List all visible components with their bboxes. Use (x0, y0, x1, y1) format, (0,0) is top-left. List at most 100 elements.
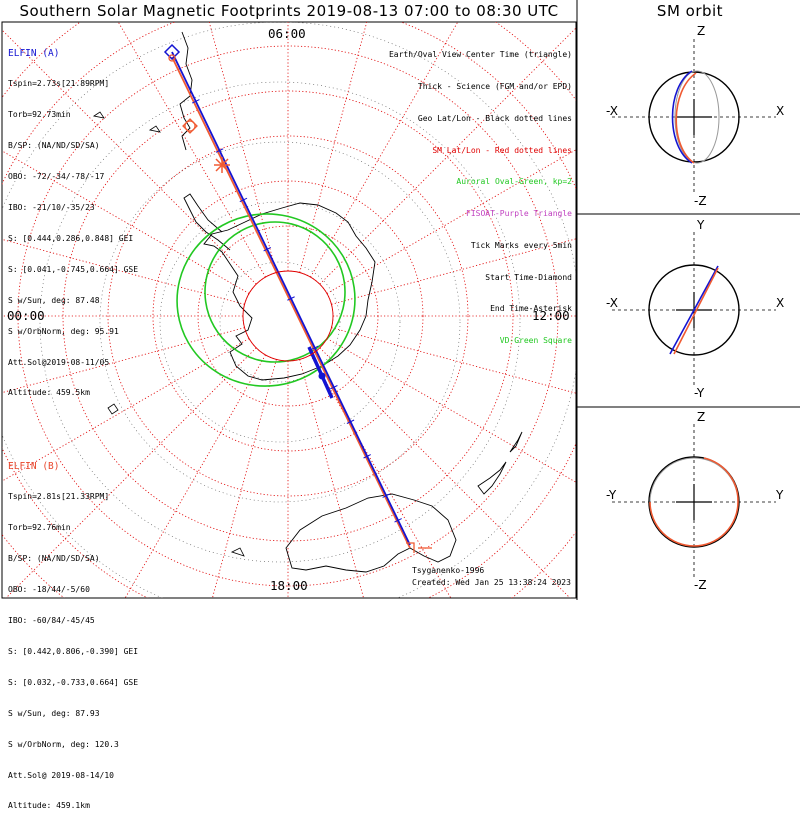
elfin-b-track (171, 56, 411, 549)
sm-longitude-lines (2, 22, 576, 598)
legend-item: Tick Marks every 5min (470, 240, 572, 250)
track-tick (394, 518, 402, 523)
elfin-b-line: Altitude: 459.1km (8, 801, 90, 811)
islands (92, 111, 245, 557)
legend-item: Auroral Oval-Green, kp=2 (456, 177, 572, 187)
track-tick (310, 345, 319, 350)
elfin-b-fisoat-diamond (182, 118, 198, 134)
geo-latitude-circles (2, 22, 576, 598)
orbit-panel-title: SM orbit (656, 2, 724, 20)
elfin-b-start-marker (168, 54, 176, 62)
track-ticks (191, 99, 402, 523)
orbit-panel-2 (612, 232, 776, 388)
elfin-b-line: S: [0.032,-0.733,0.664] GSE (8, 677, 139, 687)
elfin-a-line: S: [0.041,-0.745,0.664] GSE (8, 264, 139, 274)
elfin-a-line: Altitude: 459.5km (8, 388, 90, 398)
track-tick (263, 247, 272, 252)
orbit3-label-bottom: -Z (694, 578, 707, 592)
elfin-b-orbit (673, 267, 719, 355)
track-end-markers (406, 542, 432, 553)
geo-lat-circle (219, 261, 341, 383)
sm-lat-circle (242, 270, 334, 362)
auroral-oval-outer (176, 213, 356, 387)
elfin-b-info: ELFIN (B) Tspin=2.81s[21.33RPM] Torb=92.… (8, 441, 138, 832)
track-tick (363, 454, 371, 459)
geo-lat-circle (39, 81, 521, 563)
sm-lon-line (326, 338, 576, 483)
orbit2-label-right: X (776, 296, 785, 310)
elfin-a-orbit (669, 265, 719, 355)
new-zealand-coastline (477, 431, 523, 495)
orbit2-label-left: -X (606, 296, 618, 310)
sm-lon-line (208, 22, 277, 273)
elfin-b-orbit (675, 72, 697, 164)
elfin-a-line: IBO: -21/10/-35/23 (8, 203, 95, 213)
sm-lon-line (124, 354, 266, 598)
elfin-b-orbit (649, 501, 739, 547)
elfin-a-line: Att.Sol@2019-08-11/05 (8, 357, 110, 367)
sm-lon-line (331, 327, 576, 394)
legend-item: Earth/Oval View Center Time (triangle) (388, 50, 572, 60)
sm-lon-line (2, 327, 245, 394)
elfin-b-line: Torb=92.76min (8, 523, 71, 533)
sm-orbit-graphics (612, 39, 776, 580)
legend-item: Thick - Science (FGM and/or EPD) (417, 81, 572, 91)
elfin-a-line: S: [0.444,0.286,0.848] GEI (8, 233, 134, 243)
mlt-label-bottom: 18:00 (270, 578, 308, 593)
elfin-b-orbit-upper (703, 457, 739, 503)
legend-item: SM Lat/Lon - Red dotted lines (432, 145, 572, 155)
elfin-b-line: IBO: -60/84/-45/45 (8, 616, 95, 626)
elfin-a-line: B/SP: (NA/ND/SD/SA) (8, 141, 100, 151)
track-tick (215, 148, 224, 153)
orbit1-label-top: Z (697, 24, 706, 38)
orbit3-label-top: Z (697, 410, 706, 424)
track-tick (191, 99, 200, 104)
elfin-a-line: S w/OrbNorm, deg: 95.91 (8, 326, 119, 336)
sm-lat-circle (152, 180, 424, 452)
elfin-b-line: S: [0.442,0.806,-0.390] GEI (8, 646, 139, 656)
elfin-b-line: B/SP: (NA/ND/SD/SA) (8, 554, 100, 564)
earth-circle (648, 71, 740, 163)
created-timestamp: Created: Wed Jan 25 13:38:24 2023 (412, 578, 571, 587)
track-tick (382, 493, 391, 498)
legend: Earth/Oval View Center Time (triangle) T… (389, 29, 572, 368)
orbit3-label-right: Y (776, 488, 784, 502)
elfin-a-line: Torb=92.73min (8, 110, 71, 120)
orbit1-label-left: -X (606, 104, 618, 118)
figure-title: Southern Solar Magnetic Footprints 2019-… (19, 2, 559, 20)
elfin-b-fisoat-marker (184, 120, 196, 132)
elfin-a-start-diamond (163, 43, 181, 61)
orbit-path-back (674, 70, 720, 164)
sm-lon-line (2, 238, 245, 305)
mlt-label-left: 00:00 (7, 308, 45, 323)
view-center-marker (318, 372, 326, 380)
elfin-a-orbit (671, 70, 693, 164)
sm-lat-circle (62, 90, 514, 542)
sm-lon-line (319, 27, 576, 285)
geo-lat-circle (99, 141, 461, 503)
elfin-b-end-asterisk (214, 157, 230, 173)
legend-item: FISOAT-Purple Triangle (466, 209, 572, 219)
geo-lat-circle (159, 201, 401, 443)
sm-lon-line (310, 22, 459, 278)
antarctic-peninsula (183, 193, 231, 251)
sm-lon-line (212, 359, 277, 598)
mlt-label-right: 12:00 (532, 308, 570, 323)
orbit3-label-left: -Y (606, 488, 617, 502)
sm-lon-line (299, 22, 368, 273)
earth-circle (648, 264, 740, 356)
orbit1-label-bottom: -Z (694, 194, 707, 208)
sm-lon-line (2, 29, 257, 285)
legend-item: End Time-Asterisk (490, 304, 572, 314)
legend-item: Geo Lat/Lon - Black dotted lines (417, 113, 572, 123)
elfin-a-header: ELFIN (A) (8, 47, 60, 59)
sm-lon-line (299, 359, 364, 598)
legend-item: Start Time-Diamond (485, 272, 572, 282)
elfin-b-line: S w/OrbNorm, deg: 120.3 (8, 739, 119, 749)
sm-lon-line (310, 354, 452, 598)
track-tick (330, 385, 338, 390)
legend-item: VD-Green Square (499, 336, 572, 346)
earth-circle (648, 456, 740, 548)
sm-lon-line (2, 150, 250, 294)
orbit-panel-1 (612, 39, 776, 195)
